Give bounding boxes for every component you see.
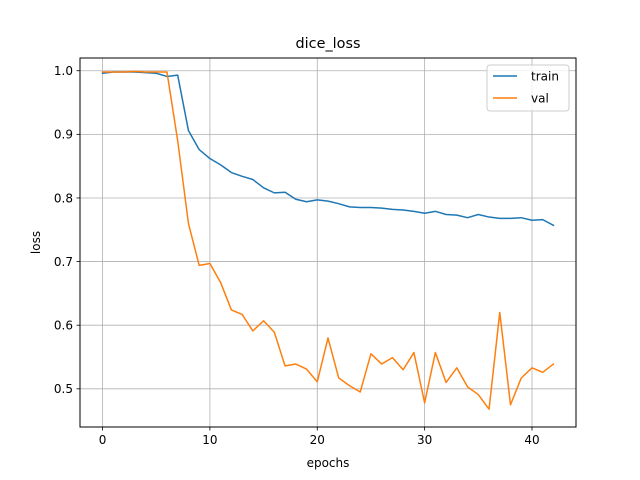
x-tick-label: 10 <box>202 433 217 447</box>
series-line-val <box>101 70 555 410</box>
y-tick-label: 0.8 <box>54 191 73 205</box>
x-axis-label: epochs <box>307 456 350 470</box>
legend-label-train: train <box>531 69 559 83</box>
y-tick-label: 0.6 <box>54 319 73 333</box>
chart-title: dice_loss <box>296 36 361 52</box>
y-tick-label: 1.0 <box>54 64 73 78</box>
y-tick-label: 0.9 <box>54 128 73 142</box>
y-tick-label: 0.7 <box>54 255 73 269</box>
legend-label-val: val <box>531 91 549 105</box>
series-line-train <box>101 71 555 227</box>
x-tick-label: 30 <box>417 433 432 447</box>
y-axis-label: loss <box>29 231 43 254</box>
x-tick-label: 20 <box>310 433 325 447</box>
series-layer <box>101 70 555 410</box>
x-tick-label: 40 <box>524 433 539 447</box>
axis-ticks: 0 10 20 30 40 0.5 0.6 0.7 0.8 0.9 1.0 <box>54 64 540 447</box>
y-tick-label: 0.5 <box>54 382 73 396</box>
x-tick-label: 0 <box>99 433 107 447</box>
legend: train val <box>486 64 570 112</box>
plot-frame <box>79 57 577 428</box>
